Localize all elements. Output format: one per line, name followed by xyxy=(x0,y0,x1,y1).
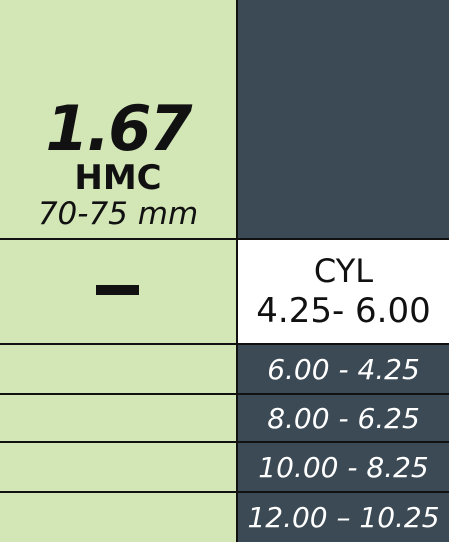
row-range-cell: 12.00 – 10.25 xyxy=(238,493,449,542)
grid-line xyxy=(0,491,449,493)
cyl-range: 4.25- 6.00 xyxy=(256,290,431,331)
row-range-cell: 6.00 - 4.25 xyxy=(238,345,449,393)
row-range-cell: 8.00 - 6.25 xyxy=(238,395,449,441)
grid-line xyxy=(0,238,449,240)
row-left-cell xyxy=(0,493,236,542)
row-left-cell xyxy=(0,345,236,393)
product-title-block: 1.67 HMC 70-75 mm xyxy=(0,0,236,238)
row-range-cell: 10.00 - 8.25 xyxy=(238,443,449,491)
row-left-cell xyxy=(0,395,236,441)
row-range-label: 12.00 – 10.25 xyxy=(247,501,440,534)
header-dark-block xyxy=(238,0,449,238)
grid-divider xyxy=(236,0,238,542)
cyl-header-cell: CYL 4.25- 6.00 xyxy=(238,240,449,343)
cyl-label: CYL xyxy=(313,251,374,290)
lens-diameter: 70-75 mm xyxy=(37,196,199,232)
dash-mark xyxy=(96,285,139,295)
row-left-cell xyxy=(0,443,236,491)
lens-index: 1.67 xyxy=(45,92,193,165)
lens-coating: HMC xyxy=(74,158,162,198)
grid-line xyxy=(0,343,449,345)
grid-line xyxy=(0,441,449,443)
row-range-label: 8.00 - 6.25 xyxy=(267,401,420,435)
row-range-label: 10.00 - 8.25 xyxy=(258,450,429,484)
row-range-label: 6.00 - 4.25 xyxy=(267,352,420,386)
grid-line xyxy=(0,393,449,395)
empty-value-cell xyxy=(0,240,236,343)
